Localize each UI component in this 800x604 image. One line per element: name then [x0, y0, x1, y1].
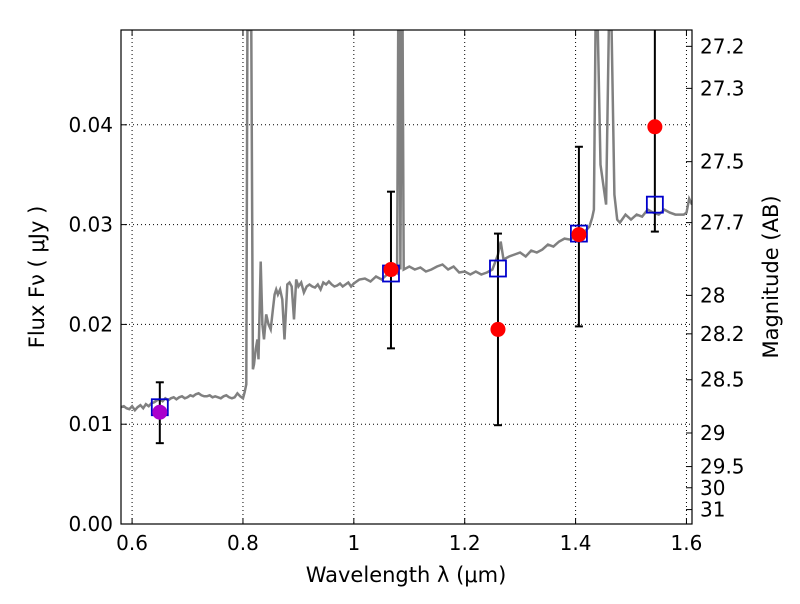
observed-point: [490, 321, 506, 337]
magnitude-tick-label: 27.2: [700, 34, 745, 58]
x-tick-label: 1.6: [671, 531, 703, 555]
magnitude-tick-label: 29.5: [700, 455, 745, 479]
observed-point: [152, 404, 168, 420]
magnitude-axis-title: Magnitude (AB): [759, 195, 783, 358]
x-tick-label: 0.6: [116, 531, 148, 555]
model-markers: [150, 195, 664, 417]
y-axis-title: Flux Fν ( μJy ): [25, 206, 49, 349]
observed-point: [571, 227, 587, 243]
y-tick-label: 0.02: [68, 312, 113, 336]
y-tick-label: 0.00: [68, 512, 113, 536]
magnitude-tick-label: 30: [700, 476, 725, 500]
observed-markers: [152, 119, 663, 420]
plot-frame: [120, 29, 693, 525]
y-axis-ticks: 0.00 0.01 0.02 0.03 0.04: [68, 113, 127, 536]
model-point: [645, 195, 664, 214]
spectrum-line: [121, 30, 692, 413]
magnitude-tick-label: 28.2: [700, 322, 745, 346]
magnitude-tick-label: 31: [700, 498, 725, 522]
grid-lines: [121, 30, 692, 525]
observed-point: [647, 119, 663, 135]
x-tick-label: 1.4: [560, 531, 592, 555]
y-tick-label: 0.04: [68, 113, 113, 137]
x-tick-label: 1.2: [449, 531, 481, 555]
magnitude-tick-label: 27.3: [700, 76, 745, 100]
magnitude-tick-label: 29: [700, 421, 725, 445]
model-point: [489, 259, 507, 278]
magnitude-tick-label: 27.5: [700, 150, 745, 174]
x-axis-title: Wavelength λ (μm): [306, 563, 507, 587]
x-axis-ticks: 0.6 0.8 1 1.2 1.4 1.6: [116, 30, 702, 555]
spectrum-series: [121, 30, 692, 413]
y-tick-label: 0.01: [68, 412, 113, 436]
magnitude-tick-label: 27.7: [700, 211, 745, 235]
magnitude-tick-label: 28: [700, 283, 725, 307]
y-tick-label: 0.03: [68, 213, 113, 237]
x-tick-label: 0.8: [227, 531, 259, 555]
x-tick-label: 1: [347, 531, 360, 555]
observed-point: [383, 262, 399, 278]
magnitude-tick-label: 28.5: [700, 368, 745, 392]
